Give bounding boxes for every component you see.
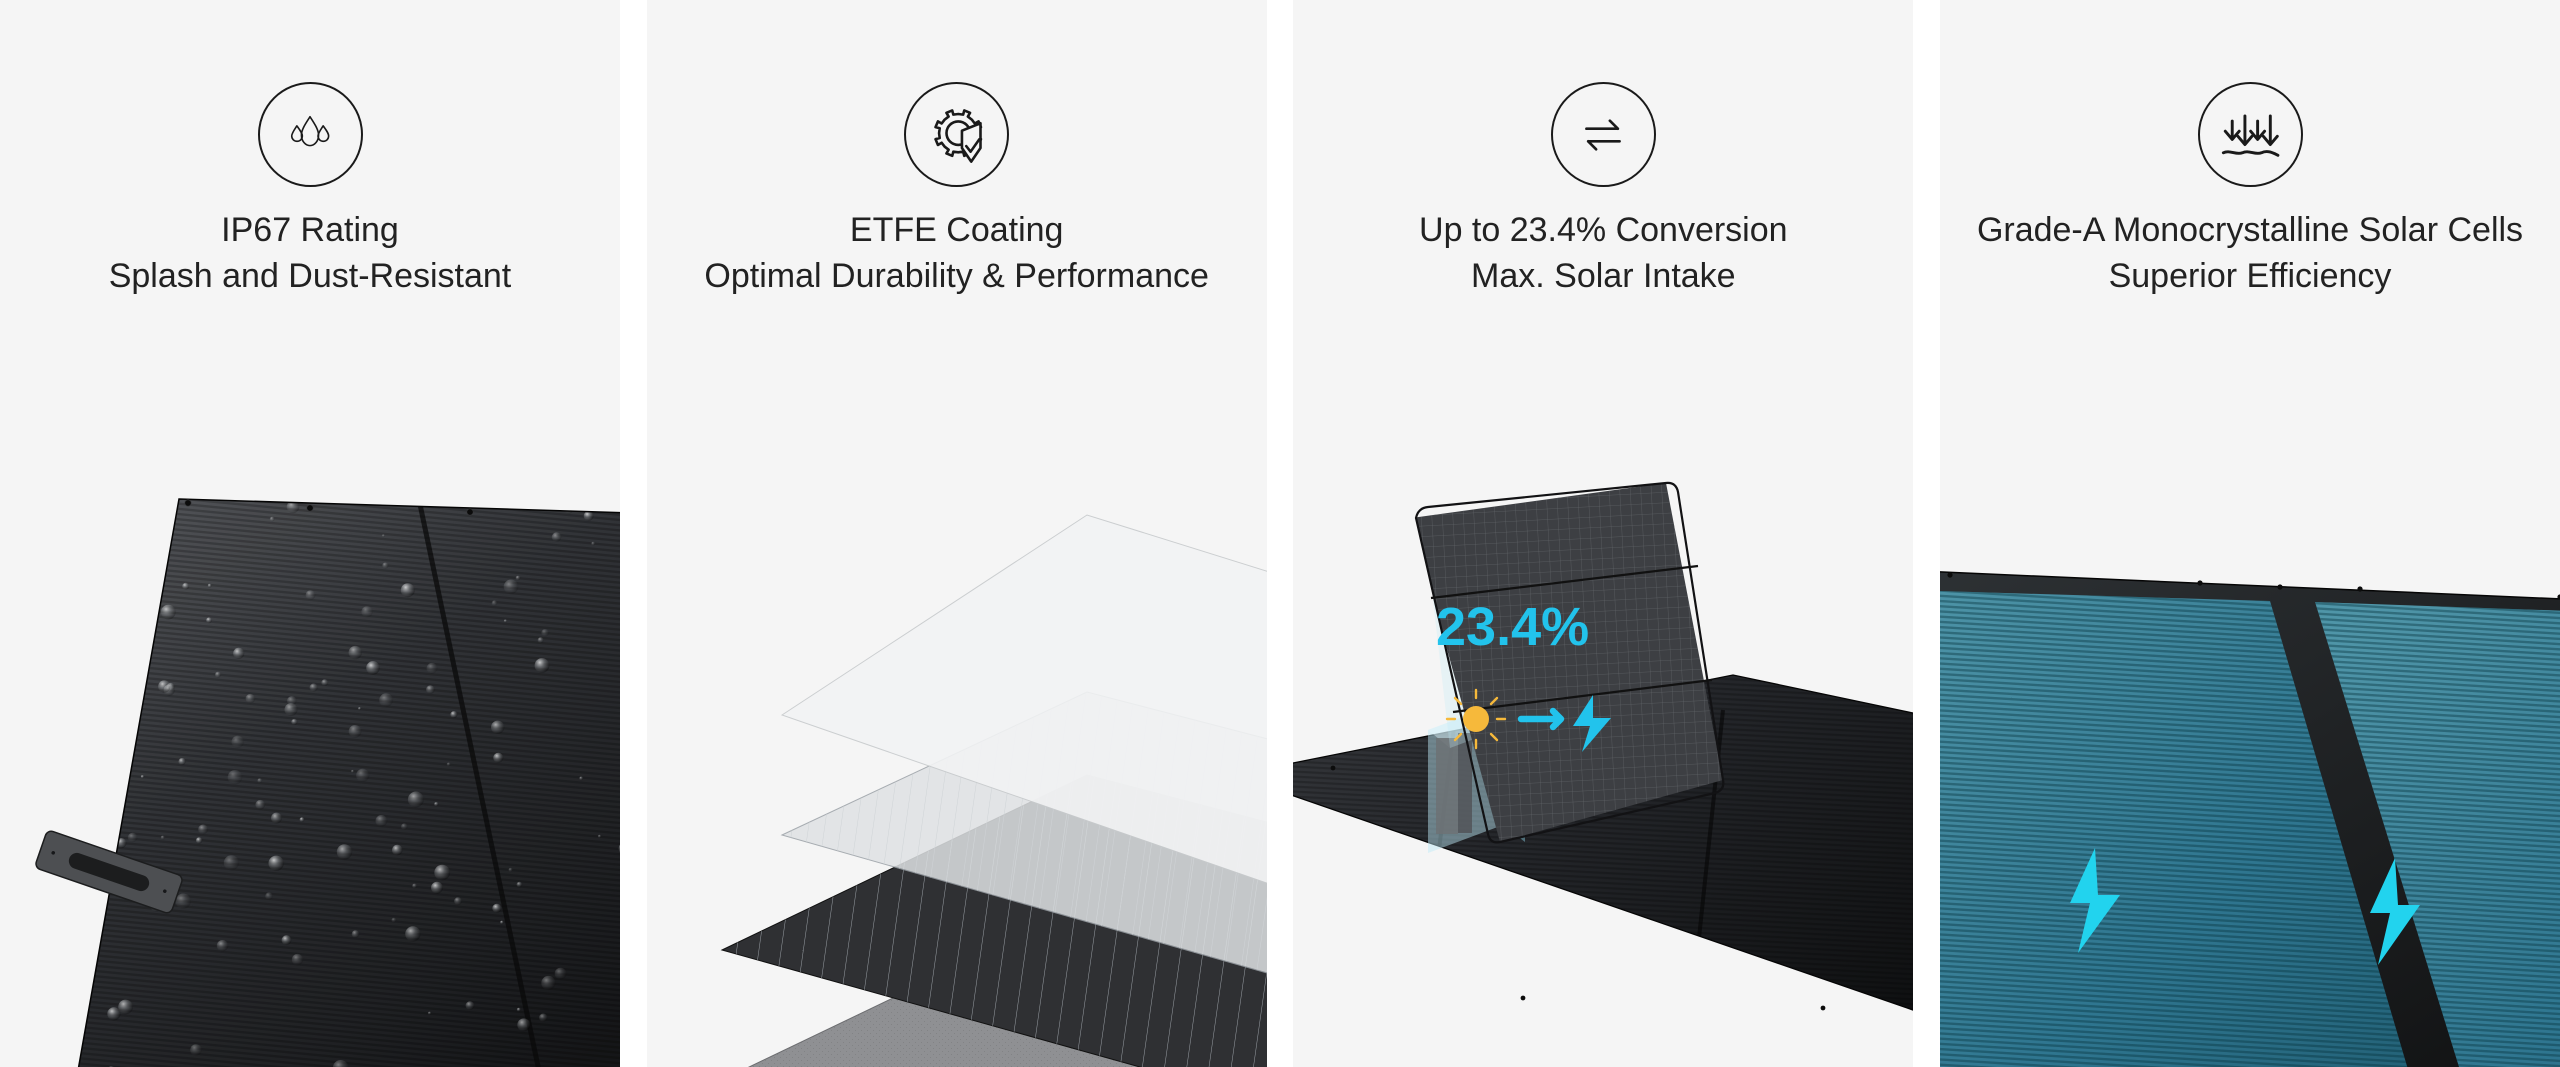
- svg-text:23.4%: 23.4%: [1436, 597, 1589, 657]
